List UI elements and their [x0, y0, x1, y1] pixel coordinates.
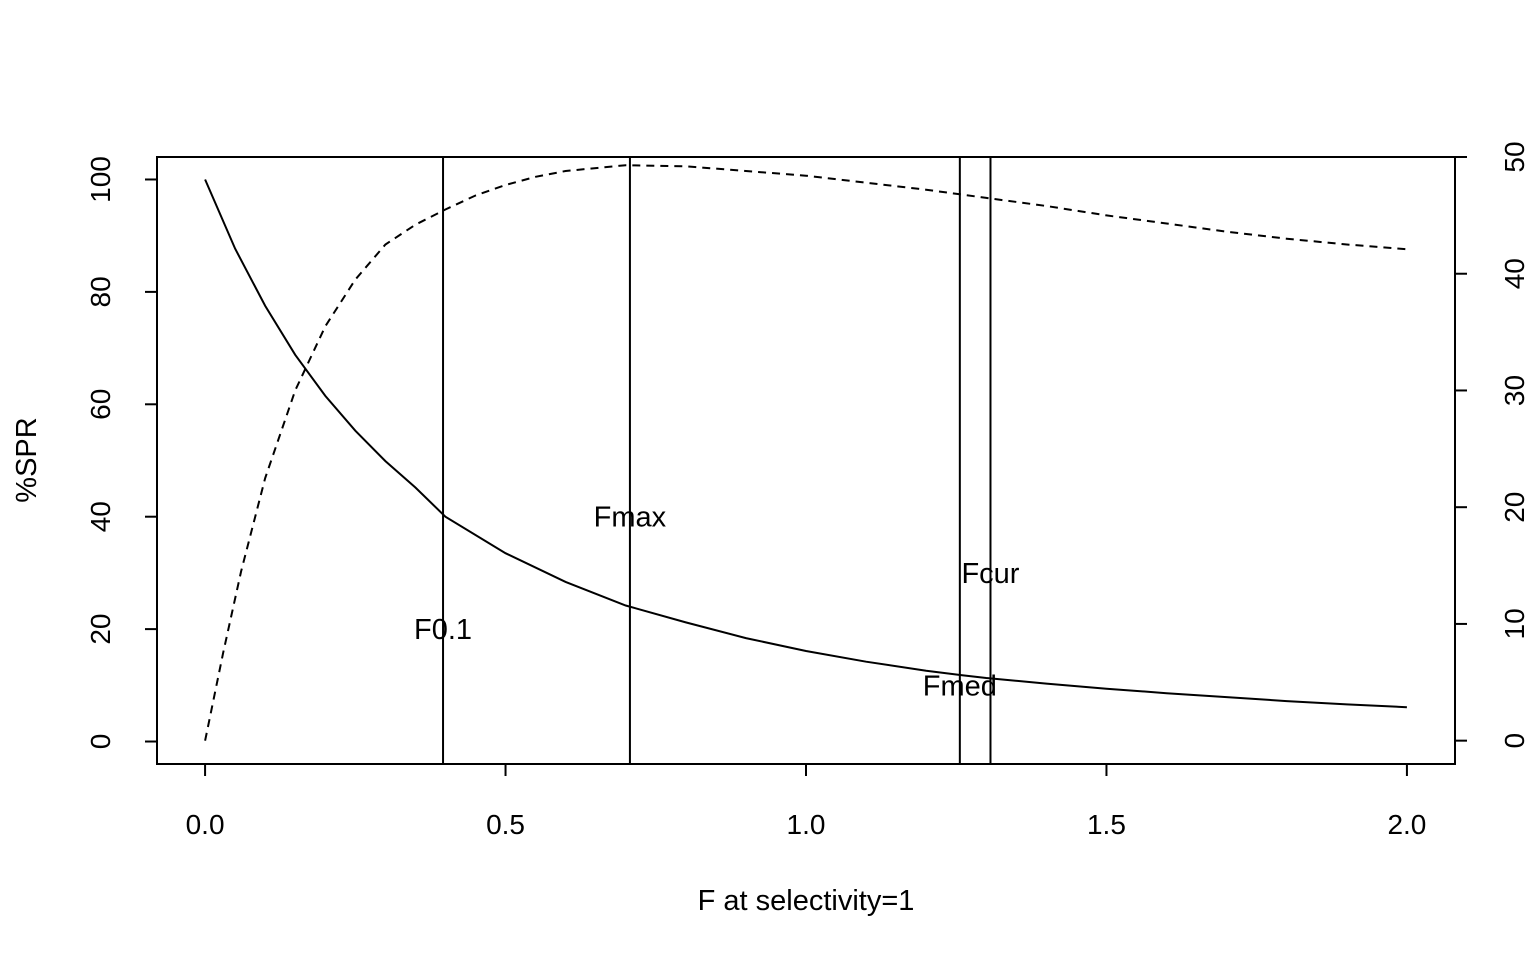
curves	[204, 164, 1407, 741]
plot-frame	[156, 156, 1456, 765]
y-right-tick-label: 30	[1499, 375, 1530, 406]
y-right-tick-label: 20	[1499, 492, 1530, 523]
reference-lines: F0.1 Fmax Fmed Fcur	[414, 157, 1020, 764]
ref-label-fcur: Fcur	[961, 558, 1019, 590]
y-right-tick-label: 40	[1499, 258, 1530, 289]
x-tick-label: 1.5	[1087, 809, 1126, 840]
x-axis: 0.0 0.5 1.0 1.5 2.0	[186, 763, 1426, 840]
y-left-tick-label: 20	[85, 614, 116, 645]
x-tick-label: 0.0	[186, 809, 225, 840]
x-axis-title: F at selectivity=1	[698, 885, 915, 917]
y-left-tick-label: 0	[85, 734, 116, 750]
y-axis-right: 0 10 20 30 40 50	[1454, 141, 1530, 749]
series-line-dashed	[204, 164, 1407, 741]
x-tick-label: 1.0	[787, 809, 826, 840]
y-right-tick-label: 10	[1499, 608, 1530, 639]
ref-label-f01: F0.1	[414, 614, 472, 646]
x-tick-label: 0.5	[486, 809, 525, 840]
y-axis-left: 0 20 40 60 80 100	[85, 156, 158, 750]
ref-label-fmax: Fmax	[594, 502, 667, 534]
y-right-tick-label: 0	[1499, 733, 1530, 749]
y-left-tick-label: 40	[85, 501, 116, 532]
y-left-tick-label: 80	[85, 276, 116, 307]
y-left-tick-label: 60	[85, 389, 116, 420]
y-left-tick-label: 100	[85, 156, 116, 203]
ref-label-fmed: Fmed	[923, 670, 997, 702]
y-axis-title: %SPR	[11, 417, 43, 502]
y-right-tick-label: 50	[1499, 141, 1530, 172]
x-tick-label: 2.0	[1387, 809, 1426, 840]
series-line-solid	[204, 179, 1407, 709]
